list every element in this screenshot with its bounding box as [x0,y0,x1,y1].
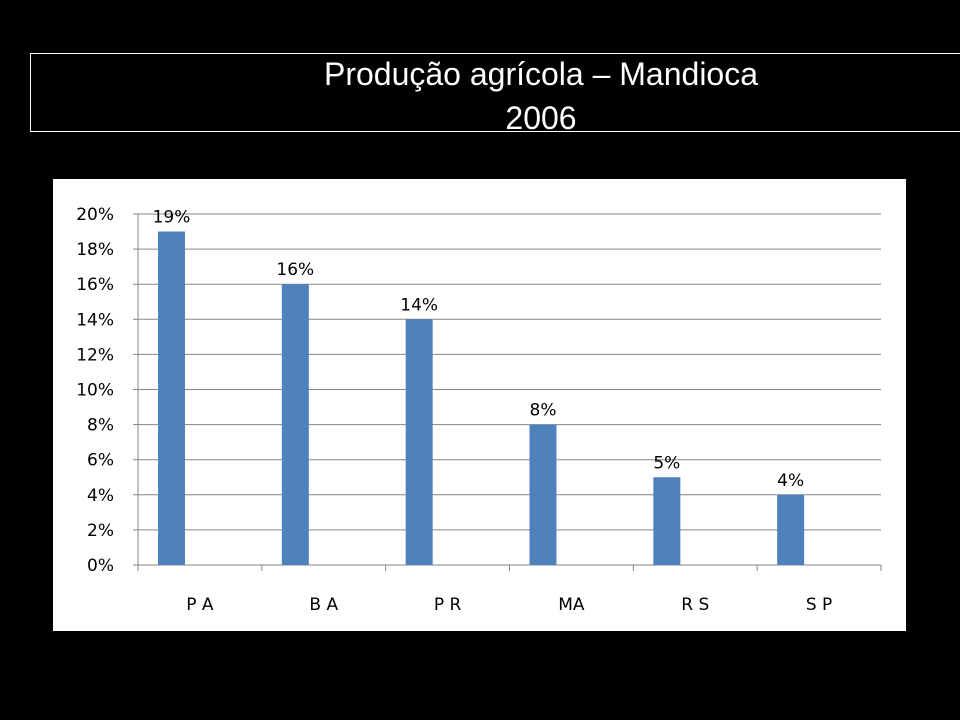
chart-title: Produção agrícola – Mandioca [323,56,759,92]
bar-ba [281,284,309,565]
x-tick-label: R S [681,595,709,615]
title-box: Produção agrícola – Mandioca 2006 [30,53,960,136]
data-label: 19% [153,208,191,228]
y-tick-label: 4% [87,486,114,506]
gridlines [138,213,881,531]
data-label: 14% [400,295,438,315]
chart-year: 2006 [505,100,577,136]
bars [158,231,805,566]
chart-panel: 0% 2% 4% 6% 8% 10% 12% 14% 16% 18% 20% 19% P A 16% B A… [53,179,906,631]
labels: 0% 2% 4% 6% 8% 10% 12% 14% 16% 18% 20% 19% P A 16% B A… [76,205,832,615]
bar-pa [158,231,185,566]
y-tick-label: 10% [76,381,114,401]
bar-sp [777,494,805,565]
x-tick-label: MA [558,595,585,615]
x-tick-label: B A [309,595,338,615]
y-tick-label: 20% [76,205,114,225]
x-tick-label: P A [186,595,214,615]
bar-chart: 0% 2% 4% 6% 8% 10% 12% 14% 16% 18% 20% 19% P A 16% B A… [76,205,882,615]
y-tick-label: 8% [87,416,114,436]
y-tick-label: 12% [76,345,114,365]
data-label: 16% [276,260,314,280]
bar-ma [529,424,557,565]
y-tick-label: 2% [87,521,114,541]
y-tick-label: 18% [76,240,114,260]
x-tick-label: S P [806,595,832,615]
y-tick-label: 14% [76,310,114,330]
bar-pr [405,319,433,565]
y-tick-label: 0% [87,556,114,576]
data-label: 4% [777,471,804,491]
axes [133,213,882,571]
data-label: 8% [530,401,557,421]
bar-rs [653,477,681,565]
data-label: 5% [653,453,680,473]
y-tick-label: 6% [87,451,114,471]
y-tick-label: 16% [76,275,114,295]
x-tick-label: P R [434,595,462,615]
